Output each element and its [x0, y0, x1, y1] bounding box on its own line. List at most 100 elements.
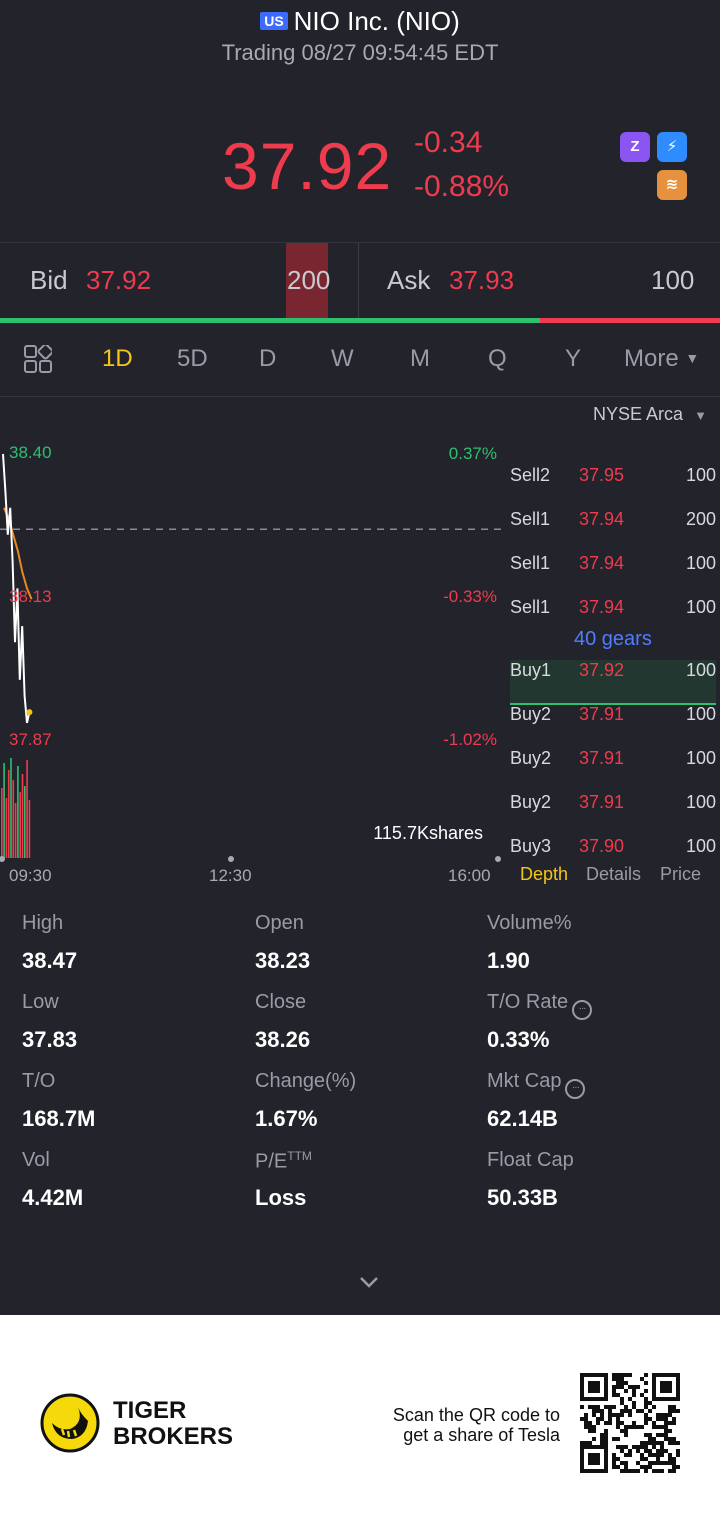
- stat-label-suffix: TTM: [287, 1149, 312, 1163]
- tab-more-label: More: [624, 345, 679, 372]
- orderbook-price: 37.91: [579, 704, 625, 724]
- pct-label-high: 0.37%: [449, 444, 497, 463]
- orderbook-size: 100: [685, 597, 716, 617]
- orderbook-size: 100: [685, 748, 716, 768]
- tab-quarter[interactable]: Q: [488, 345, 507, 372]
- more-info-icon[interactable]: ···: [572, 1000, 593, 1020]
- tiger-logo-icon: [40, 1393, 100, 1453]
- orderbook-price: 37.94: [579, 509, 625, 529]
- volume-bar: [19, 792, 21, 858]
- tab-details[interactable]: Details: [586, 864, 642, 884]
- stat-value: 50.33B: [487, 1185, 558, 1210]
- more-info-icon[interactable]: ···: [565, 1079, 586, 1099]
- volume-bar: [7, 770, 10, 858]
- stat-label: Open: [255, 912, 304, 934]
- orderbook-side: Sell1: [510, 597, 551, 617]
- y-label-low: 37.87: [9, 730, 52, 749]
- stat-label: Vol: [22, 1149, 50, 1171]
- chart-layout-icon[interactable]: [24, 345, 52, 373]
- volume-bar: [26, 760, 28, 858]
- last-price-dot: [26, 709, 33, 716]
- y-label-high: 38.40: [9, 443, 52, 462]
- ask-label: Ask: [387, 265, 431, 295]
- bid-cell[interactable]: Bid 37.92 200: [0, 243, 357, 319]
- stat-label: T/O: [22, 1070, 56, 1092]
- stat-value: 38.23: [255, 948, 311, 973]
- layers-icon[interactable]: ≋: [657, 170, 687, 200]
- tab-year[interactable]: Y: [565, 345, 582, 372]
- volume-bar: [21, 774, 24, 858]
- price-change: -0.34: [414, 126, 483, 159]
- orderbook-side: Buy2: [510, 748, 552, 768]
- orderbook-price: 37.92: [579, 660, 625, 680]
- orderbook-side: Buy3: [510, 836, 552, 856]
- stat-label: Float Cap: [487, 1149, 574, 1171]
- orderbook-side: Sell2: [510, 465, 551, 485]
- x-label-close: 16:00: [448, 866, 491, 885]
- ask-price: 37.93: [449, 265, 515, 295]
- stat-label: Mkt Cap: [487, 1070, 562, 1092]
- orderbook-row: Sell1 37.94 100: [510, 587, 716, 631]
- tab-month[interactable]: M: [410, 345, 430, 372]
- intraday-chart[interactable]: 38.40 38.13 37.87 0.37% -0.33% -1.02% 11…: [0, 398, 505, 898]
- tab-depth[interactable]: Depth: [520, 864, 569, 884]
- exchange-selector[interactable]: NYSE Arca ▼: [593, 404, 707, 425]
- orderbook-price: 37.95: [579, 465, 625, 485]
- volume-bar: [24, 786, 26, 858]
- orderbook-row: Sell1 37.94 100: [510, 543, 716, 587]
- buy1-highlight: [510, 660, 716, 705]
- depth-gears-link[interactable]: 40 gears: [574, 628, 652, 650]
- volume-bar: [28, 800, 31, 858]
- qr-text-line-1: Scan the QR code to: [392, 1405, 560, 1425]
- orderbook-size: 100: [685, 660, 716, 680]
- volume-bar: [10, 758, 12, 858]
- x-label-mid: 12:30: [209, 866, 252, 885]
- orderbook-size: 100: [685, 704, 716, 724]
- stat-label-row: Mkt Cap ···: [487, 1070, 586, 1099]
- brand-line-1: TIGER: [113, 1397, 187, 1424]
- tab-1d[interactable]: 1D: [102, 345, 133, 372]
- stat-label: Volume%: [487, 912, 572, 934]
- orderbook-price: 37.91: [579, 792, 625, 812]
- qr-code-icon[interactable]: [580, 1373, 680, 1473]
- orderbook-side: Sell1: [510, 553, 551, 573]
- orderbook-row: Buy2 37.91 100: [510, 694, 716, 738]
- orderbook-size: 100: [685, 465, 716, 485]
- orderbook-row: Buy3 37.90 100: [510, 826, 716, 870]
- price-change-percent: -0.88%: [414, 170, 510, 203]
- caret-down-icon: ▼: [685, 350, 700, 366]
- ask-cell[interactable]: Ask 37.93 100: [358, 243, 720, 319]
- tab-week[interactable]: W: [331, 345, 354, 372]
- period-tabs: 1D 5D D W M Q Y More ▼: [0, 323, 720, 397]
- orderbook-row: Buy1 37.92 100: [510, 650, 716, 694]
- pct-label-low: -1.02%: [443, 730, 497, 749]
- stock-title: NIO Inc. (NIO): [293, 6, 460, 36]
- tab-5d[interactable]: 5D: [177, 345, 208, 372]
- stock-title-row: US NIO Inc. (NIO): [0, 6, 720, 37]
- qr-promo-text: Scan the QR code to get a share of Tesla: [360, 1405, 560, 1445]
- trading-status: Trading 08/27 09:54:45 EDT: [221, 40, 499, 65]
- tab-price[interactable]: Price: [660, 864, 702, 884]
- stat-value: 168.7M: [22, 1106, 96, 1131]
- market-badge: US: [260, 12, 288, 30]
- chevron-down-icon[interactable]: [356, 1272, 382, 1292]
- bid-price: 37.92: [86, 265, 152, 295]
- orderbook-size: 100: [685, 792, 716, 812]
- orderbook-price: 37.91: [579, 748, 625, 768]
- x-label-open: 09:30: [9, 866, 52, 885]
- volume-bar: [12, 780, 15, 858]
- stat-value: 1.67%: [255, 1106, 318, 1131]
- brand-name: TIGER BROKERS: [113, 1398, 233, 1450]
- stat-label: Low: [22, 991, 59, 1013]
- orderbook-size: 200: [685, 509, 716, 529]
- lightning-icon[interactable]: ⚡: [657, 132, 687, 162]
- stat-value: 4.42M: [22, 1185, 84, 1210]
- x-marker-close: [495, 856, 501, 862]
- stat-label-row: P/ETTM: [255, 1149, 312, 1174]
- tab-more[interactable]: More ▼: [624, 345, 699, 373]
- orderbook-row: Sell1 37.94 200: [510, 499, 716, 543]
- stat-label: P/E: [255, 1150, 288, 1173]
- z-indicator-icon[interactable]: Z: [620, 132, 650, 162]
- tab-day[interactable]: D: [259, 345, 277, 372]
- stat-value: 37.83: [22, 1027, 78, 1052]
